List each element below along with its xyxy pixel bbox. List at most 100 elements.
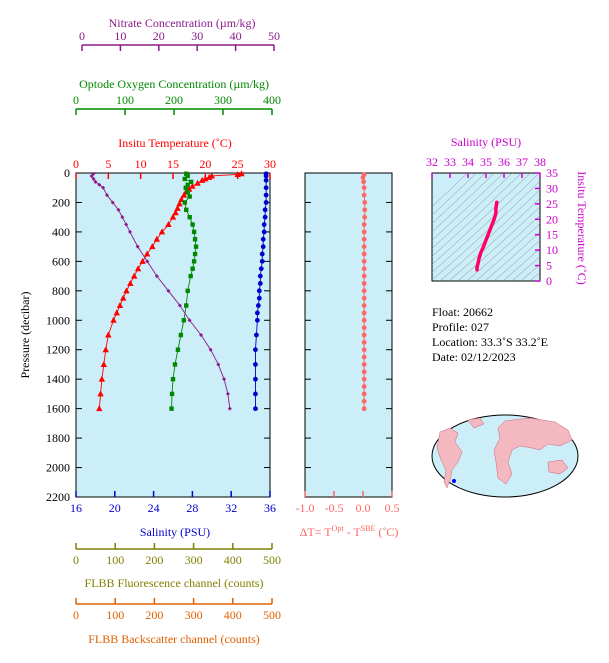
oxygen-tick-label: 300: [214, 93, 232, 107]
oxygen-point: [169, 391, 175, 397]
temperature-tick-label: 10: [135, 157, 147, 171]
ts-density-contour: [432, 180, 540, 281]
oxygen-point: [172, 362, 178, 367]
temperature-point: [127, 279, 134, 286]
salinity-point: [259, 251, 265, 257]
temperature-point: [158, 228, 166, 235]
salinity-point: [263, 192, 269, 198]
salinity-point: [254, 332, 259, 338]
salinity-tick-label: 28: [186, 501, 198, 515]
dt-point: [361, 362, 367, 367]
nitrate-point: [104, 193, 109, 198]
dt-point: [361, 339, 367, 345]
backscatter-tick-label: 100: [106, 608, 124, 622]
ts-temperature-tick-label: 0: [546, 274, 552, 288]
oxygen-point: [192, 251, 198, 257]
oxygen-point: [169, 406, 174, 411]
oxygen-axis-title: Optode Oxygen Concentration (µm/kg): [79, 77, 269, 91]
temperature-point: [172, 209, 179, 216]
salinity-tick-label: 16: [70, 501, 82, 515]
ts-curve: [475, 200, 499, 272]
nitrate-point: [166, 288, 171, 293]
oxygen-point: [175, 347, 181, 352]
pressure-tick-label: 2200: [46, 490, 70, 504]
backscatter-axis-title: FLBB Backscatter channel (counts): [88, 632, 260, 646]
temperature-point: [123, 287, 130, 294]
fluorescence-tick-label: 400: [224, 553, 242, 567]
dt-point: [361, 192, 367, 198]
temperature-tick-label: 30: [264, 157, 276, 171]
oxygen-point: [188, 179, 194, 185]
nitrate-point: [199, 333, 204, 337]
ts-salinity-tick-label: 38: [534, 155, 546, 169]
ts-density-contour: [475, 223, 540, 281]
temperature-point: [113, 309, 120, 316]
dt-point: [361, 295, 367, 301]
nitrate-point: [91, 176, 96, 181]
oxygen-point: [185, 288, 190, 294]
temperature-point: [202, 175, 209, 182]
temperature-point: [131, 272, 138, 279]
oxygen-point: [182, 176, 187, 182]
oxygen-point: [185, 189, 190, 195]
oxygen-point: [170, 376, 176, 382]
dt-point: [361, 398, 367, 404]
fluorescence-tick-label: 200: [145, 553, 163, 567]
salinity-point: [257, 273, 263, 279]
oxygen-tick-label: 200: [165, 93, 183, 107]
salinity-point: [253, 406, 258, 412]
dt-point: [361, 317, 367, 323]
landmass-greenland: [467, 417, 485, 429]
dt-point: [361, 332, 367, 338]
float-label: Float: 20662: [432, 305, 493, 319]
dt-point: [360, 175, 366, 180]
temperature-point: [105, 331, 112, 338]
dt-point: [361, 325, 367, 331]
oxygen-tick-label: 0: [73, 93, 79, 107]
fluorescence-axis-title: FLBB Fluorescence channel (counts): [85, 576, 264, 590]
salinity-point: [259, 258, 265, 264]
ts-diagram-panel: [431, 172, 541, 282]
temperature-point: [100, 360, 108, 367]
ts-salinity-tick-label: 32: [426, 155, 438, 169]
oxygen-point: [191, 259, 197, 264]
salinity-point: [261, 222, 267, 227]
ts-salinity-tick-label: 36: [498, 155, 510, 169]
salinity-point: [254, 310, 260, 316]
temperature-point: [194, 179, 201, 186]
nitrate-point: [124, 222, 129, 227]
temperature-axis-title: Insitu Temperature (˚C): [118, 136, 232, 150]
dt-point: [362, 214, 368, 220]
pressure-tick-label: 2000: [46, 461, 70, 475]
salinity-point: [260, 244, 266, 250]
dt-point: [362, 207, 368, 213]
temperature-point: [143, 250, 151, 257]
oxygen-point: [181, 318, 186, 323]
ts-density-contour: [484, 231, 540, 281]
fluorescence-tick-label: 300: [185, 553, 203, 567]
pressure-tick-label: 800: [52, 284, 70, 298]
temperature-point: [149, 243, 156, 250]
ts-temperature-tick-label: 5: [546, 259, 552, 273]
ts-temperature-tick-label: 25: [546, 197, 558, 211]
salinity-tick-label: 32: [225, 501, 237, 515]
oxygen-point: [185, 182, 190, 187]
main-plot-area: [75, 172, 271, 498]
dt-point: [361, 222, 367, 227]
oxygen-point: [192, 237, 198, 242]
salinity-line: [254, 173, 267, 409]
ts-density-contour: [457, 206, 540, 281]
ts-density-contour: [493, 239, 540, 281]
nitrate-point: [89, 173, 94, 178]
series-layer: [89, 170, 499, 412]
ts-density-contour: [529, 271, 540, 281]
oxygen-point: [193, 244, 199, 249]
backscatter-tick-label: 0: [73, 608, 79, 622]
nitrate-tick-label: 50: [268, 29, 280, 43]
temperature-point: [198, 176, 206, 183]
temperature-point: [189, 182, 196, 189]
temperature-point: [165, 221, 172, 228]
temperature-point: [153, 235, 161, 242]
oxygen-tick-label: 100: [116, 93, 134, 107]
temperature-point: [169, 213, 177, 220]
